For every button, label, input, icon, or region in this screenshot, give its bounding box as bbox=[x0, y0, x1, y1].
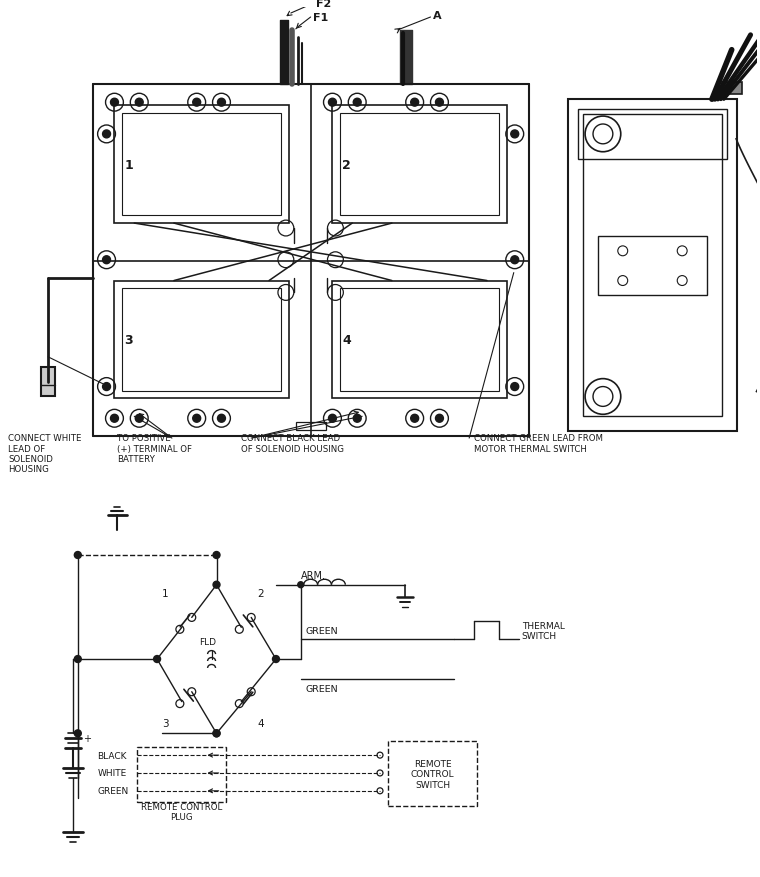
Bar bbox=[340, 289, 499, 391]
Text: 3: 3 bbox=[162, 718, 169, 729]
Circle shape bbox=[213, 581, 220, 588]
Bar bbox=[568, 100, 736, 431]
Circle shape bbox=[410, 99, 419, 107]
Text: +: + bbox=[83, 733, 90, 744]
Circle shape bbox=[213, 730, 220, 737]
Bar bbox=[296, 423, 325, 431]
Circle shape bbox=[74, 730, 81, 737]
Circle shape bbox=[511, 131, 519, 139]
Text: GREEN: GREEN bbox=[306, 684, 338, 694]
Text: 2: 2 bbox=[258, 588, 264, 598]
Text: 1: 1 bbox=[125, 159, 133, 172]
Circle shape bbox=[217, 99, 226, 107]
Text: CONNECT GREEN LEAD FROM
MOTOR THERMAL SWITCH: CONNECT GREEN LEAD FROM MOTOR THERMAL SW… bbox=[474, 433, 603, 453]
Circle shape bbox=[74, 656, 81, 663]
Text: GREEN: GREEN bbox=[306, 626, 338, 635]
Text: THERMAL
SWITCH: THERMAL SWITCH bbox=[521, 621, 565, 640]
Text: REMOTE CONTROL
PLUG: REMOTE CONTROL PLUG bbox=[141, 802, 223, 822]
Circle shape bbox=[353, 415, 361, 423]
Bar bbox=[722, 83, 742, 96]
Text: F2: F2 bbox=[315, 0, 331, 9]
Circle shape bbox=[154, 656, 160, 663]
Bar bbox=[41, 367, 55, 397]
Circle shape bbox=[511, 256, 519, 264]
Text: ARM.: ARM. bbox=[301, 570, 326, 581]
Circle shape bbox=[74, 552, 81, 559]
Bar bbox=[583, 115, 722, 417]
Text: WHITE: WHITE bbox=[97, 768, 127, 778]
Text: FLD: FLD bbox=[198, 637, 216, 646]
Bar bbox=[388, 741, 477, 806]
Text: F1: F1 bbox=[312, 13, 328, 23]
Text: REMOTE
CONTROL
SWITCH: REMOTE CONTROL SWITCH bbox=[410, 759, 454, 789]
Circle shape bbox=[435, 99, 443, 107]
Text: A: A bbox=[432, 11, 441, 21]
Circle shape bbox=[298, 582, 304, 588]
Bar bbox=[332, 106, 507, 224]
Bar bbox=[115, 282, 289, 399]
Bar bbox=[138, 747, 226, 802]
Circle shape bbox=[110, 99, 119, 107]
Circle shape bbox=[193, 415, 201, 423]
Text: 2: 2 bbox=[342, 159, 351, 172]
Circle shape bbox=[103, 256, 110, 264]
Circle shape bbox=[353, 99, 361, 107]
Circle shape bbox=[511, 383, 519, 391]
Bar bbox=[115, 106, 289, 224]
Text: BLACK: BLACK bbox=[97, 751, 127, 759]
Text: GREEN: GREEN bbox=[97, 787, 129, 795]
Text: CONNECT WHITE
LEAD OF
SOLENOID
HOUSING: CONNECT WHITE LEAD OF SOLENOID HOUSING bbox=[8, 433, 82, 474]
Text: 4: 4 bbox=[342, 334, 351, 347]
Bar bbox=[340, 114, 499, 216]
Bar bbox=[578, 110, 727, 160]
Text: 4: 4 bbox=[258, 718, 264, 729]
Circle shape bbox=[135, 99, 143, 107]
Circle shape bbox=[213, 730, 220, 737]
Circle shape bbox=[328, 415, 337, 423]
Bar bbox=[122, 289, 281, 391]
Circle shape bbox=[193, 99, 201, 107]
Circle shape bbox=[213, 552, 220, 559]
Bar bbox=[598, 237, 707, 296]
Text: TO POSITIVE
(+) TERMINAL OF
BATTERY: TO POSITIVE (+) TERMINAL OF BATTERY bbox=[118, 433, 192, 463]
Bar bbox=[332, 282, 507, 399]
Circle shape bbox=[103, 383, 110, 391]
Circle shape bbox=[435, 415, 443, 423]
Bar bbox=[122, 114, 281, 216]
Circle shape bbox=[103, 131, 110, 139]
Circle shape bbox=[110, 415, 119, 423]
Circle shape bbox=[135, 415, 143, 423]
Text: 1: 1 bbox=[162, 588, 169, 598]
Circle shape bbox=[217, 415, 226, 423]
Circle shape bbox=[410, 415, 419, 423]
Circle shape bbox=[328, 99, 337, 107]
Text: CONNECT BLACK LEAD
OF SOLENOID HOUSING: CONNECT BLACK LEAD OF SOLENOID HOUSING bbox=[241, 433, 344, 453]
Circle shape bbox=[273, 656, 280, 663]
Text: 3: 3 bbox=[125, 334, 133, 347]
